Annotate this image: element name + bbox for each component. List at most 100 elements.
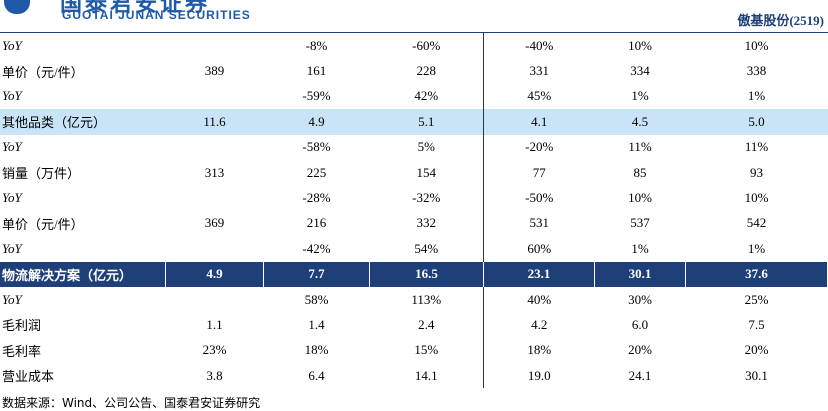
cell: 20% bbox=[744, 342, 769, 358]
cell: 334 bbox=[630, 63, 650, 79]
row-label: YoY bbox=[2, 190, 22, 206]
row-label: 毛利润 bbox=[2, 318, 42, 334]
cell: 5.1 bbox=[369, 109, 484, 135]
cell: 338 bbox=[746, 63, 767, 79]
cell bbox=[166, 287, 264, 312]
cell: 23% bbox=[202, 342, 227, 358]
cell: 10% bbox=[628, 190, 652, 206]
table-row: YoY -59% 42% 45% 1% 1% bbox=[0, 83, 828, 110]
row-label: YoY bbox=[2, 139, 22, 155]
row-label: 单价（元/件） bbox=[2, 216, 84, 232]
cell: 85 bbox=[633, 164, 647, 180]
cell: 11.6 bbox=[165, 109, 264, 135]
cell: -40% bbox=[483, 33, 595, 59]
table-row: 毛利润 1.1 1.4 2.4 4.2 6.0 7.5 bbox=[0, 312, 828, 338]
cell: 42% bbox=[414, 88, 439, 104]
cell: 16.5 bbox=[369, 261, 484, 287]
cell: 1.1 bbox=[206, 316, 223, 332]
logo-cn: 国泰君安证券 bbox=[60, 0, 211, 17]
cell: 18% bbox=[304, 342, 329, 358]
cell: 531 bbox=[483, 210, 595, 237]
cell: 23.1 bbox=[483, 261, 595, 287]
cell: 1% bbox=[747, 88, 766, 104]
cell: 542 bbox=[746, 215, 767, 231]
table-row: 毛利率 23% 18% 15% 18% 20% 20% bbox=[0, 337, 828, 364]
cell: 10% bbox=[744, 37, 769, 53]
table-row: YoY -58% 5% -20% 11% 11% bbox=[0, 134, 828, 160]
cell: 7.5 bbox=[748, 316, 765, 332]
cell: 19.0 bbox=[483, 363, 595, 389]
cell: 11% bbox=[744, 139, 769, 155]
row-label: YoY bbox=[2, 291, 22, 307]
table-row: 营业成本 3.8 6.4 14.1 19.0 24.1 30.1 bbox=[0, 363, 828, 389]
cell: -42% bbox=[302, 240, 331, 256]
cell: 1% bbox=[631, 88, 649, 104]
cell: 4.9 bbox=[165, 261, 264, 287]
source-note: 数据来源：Wind、公司公告、国泰君安证券研究 bbox=[2, 396, 261, 410]
logo-mark bbox=[4, 0, 30, 14]
table-row: YoY -8% -60% -40% 10% 10% bbox=[0, 33, 828, 59]
cell: 60% bbox=[483, 236, 595, 262]
cell bbox=[166, 135, 264, 160]
cell: -50% bbox=[483, 185, 595, 211]
cell: 313 bbox=[204, 164, 225, 180]
cell: 1% bbox=[631, 240, 649, 256]
cell: 4.5 bbox=[594, 109, 686, 135]
financial-table: YoY -8% -60% -40% 10% 10% 单价（元/件） 389 161 228 331 3… bbox=[0, 33, 828, 389]
cell: 77 bbox=[483, 159, 595, 186]
cell bbox=[166, 84, 264, 109]
cell: -58% bbox=[302, 139, 331, 155]
cell: 5% bbox=[417, 139, 435, 155]
table-row: 单价（元/件） 369 216 332 531 537 542 bbox=[0, 210, 828, 237]
cell: 93 bbox=[750, 164, 763, 180]
cell: 5.0 bbox=[685, 109, 828, 135]
cell: 4.2 bbox=[483, 312, 595, 338]
cell: -28% bbox=[302, 190, 331, 206]
cell bbox=[166, 185, 264, 210]
cell: 6.0 bbox=[631, 316, 649, 332]
table-row: 单价（元/件） 389 161 228 331 334 338 bbox=[0, 58, 828, 84]
cell: 331 bbox=[483, 58, 595, 84]
stock-name: 傲基股份(2519) bbox=[737, 13, 824, 28]
cell: 225 bbox=[306, 164, 327, 180]
cell: 30.1 bbox=[594, 261, 686, 287]
cell: 10% bbox=[628, 37, 652, 53]
cell: 25% bbox=[744, 291, 769, 307]
cell: 1% bbox=[747, 240, 766, 256]
cell: 4.9 bbox=[263, 109, 370, 135]
cell: 37.6 bbox=[685, 261, 828, 287]
table-row: YoY -42% 54% 60% 1% 1% bbox=[0, 236, 828, 262]
header-rule bbox=[0, 32, 828, 33]
logo-en: GUOTAI JUNAN SECURITIES bbox=[62, 8, 251, 22]
cell: 20% bbox=[628, 342, 652, 358]
row-label: YoY bbox=[2, 37, 22, 53]
cell: 10% bbox=[744, 190, 769, 206]
cell: 3.8 bbox=[206, 367, 223, 383]
cell: 40% bbox=[483, 286, 595, 313]
row-label: YoY bbox=[2, 88, 22, 104]
cell: 6.4 bbox=[308, 367, 325, 383]
row-label: 销量（万件） bbox=[2, 166, 81, 182]
cell: 45% bbox=[483, 83, 595, 110]
cell: 1.4 bbox=[308, 316, 325, 332]
row-label: 单价（元/件） bbox=[2, 64, 84, 80]
cell: 24.1 bbox=[628, 367, 652, 383]
cell: 154 bbox=[416, 164, 437, 180]
cell: -32% bbox=[412, 190, 441, 206]
cell: 2.4 bbox=[418, 316, 435, 332]
cell bbox=[166, 236, 264, 261]
cell: 7.7 bbox=[263, 261, 370, 287]
cell: 161 bbox=[306, 63, 327, 79]
table-row: YoY -28% -32% -50% 10% 10% bbox=[0, 185, 828, 211]
cell: 54% bbox=[414, 240, 439, 256]
table-row: YoY 58% 113% 40% 30% 25% bbox=[0, 286, 828, 313]
row-label: 营业成本 bbox=[2, 369, 55, 385]
cell: 537 bbox=[630, 215, 650, 231]
cell: 11% bbox=[628, 139, 652, 155]
cell: 30% bbox=[628, 291, 652, 307]
cell: 58% bbox=[304, 291, 329, 307]
cell: 30.1 bbox=[745, 367, 768, 383]
cell: 18% bbox=[483, 337, 595, 364]
cell: 15% bbox=[414, 342, 439, 358]
